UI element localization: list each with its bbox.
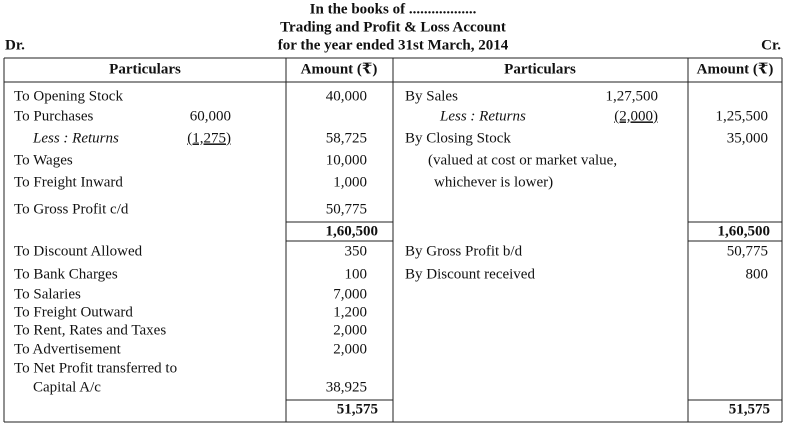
total: 51,575 — [337, 401, 378, 417]
amount: 1,25,500 — [716, 108, 769, 124]
particulars: To Gross Profit c/d — [14, 201, 129, 217]
total: 51,575 — [729, 401, 770, 417]
particulars: To Purchases — [14, 108, 94, 124]
header-cell: Amount (₹) — [697, 61, 774, 77]
sub-amount: 60,000 — [190, 108, 231, 124]
amount: 100 — [345, 266, 368, 282]
particulars: To Bank Charges — [14, 266, 118, 282]
particulars: To Net Profit transferred to — [14, 360, 177, 376]
title: Trading and Profit & Loss Account — [280, 19, 506, 35]
amount: 1,000 — [333, 174, 367, 190]
books-line: In the books of .................. — [310, 1, 477, 17]
particulars: Capital A/c — [33, 379, 101, 395]
sub-amount: (2,000) — [614, 108, 658, 124]
particulars: By Discount received — [405, 266, 535, 282]
header-cell: Particulars — [504, 61, 576, 77]
sub-amount: (1,275) — [187, 130, 231, 146]
amount: 50,775 — [727, 243, 768, 259]
particulars: By Sales — [405, 88, 458, 104]
amount: 40,000 — [326, 88, 367, 104]
particulars: By Gross Profit b/d — [405, 243, 523, 259]
particulars: To Rent, Rates and Taxes — [14, 322, 166, 338]
dr-label: Dr. — [5, 37, 25, 53]
header-cell: Particulars — [109, 61, 181, 77]
cr-label: Cr. — [761, 37, 781, 53]
amount: 38,925 — [326, 379, 367, 395]
particulars: To Discount Allowed — [14, 243, 143, 259]
amount: 1,200 — [333, 304, 367, 320]
particulars: To Freight Outward — [14, 304, 133, 320]
header-cell: Amount (₹) — [301, 61, 378, 77]
amount: 50,775 — [326, 201, 367, 217]
amount: 2,000 — [333, 341, 367, 357]
total: 1,60,500 — [326, 223, 379, 239]
particulars: To Opening Stock — [14, 88, 123, 104]
particulars: (valued at cost or market value, — [428, 152, 617, 168]
amount: 35,000 — [727, 130, 768, 146]
total: 1,60,500 — [718, 223, 771, 239]
particulars: To Wages — [14, 152, 73, 168]
table-frame — [3, 57, 783, 423]
amount: 7,000 — [333, 286, 367, 302]
particulars: To Salaries — [14, 286, 81, 302]
particulars: Less : Returns — [439, 108, 526, 124]
amount: 800 — [746, 266, 769, 282]
particulars: To Freight Inward — [14, 174, 123, 190]
particulars: To Advertisement — [14, 341, 122, 357]
amount: 58,725 — [326, 130, 367, 146]
particulars: By Closing Stock — [405, 130, 511, 146]
period: for the year ended 31st March, 2014 — [278, 37, 509, 53]
sub-amount: 1,27,500 — [606, 88, 659, 104]
particulars: Less : Returns — [32, 130, 119, 146]
amount: 2,000 — [333, 322, 367, 338]
amount: 10,000 — [326, 152, 367, 168]
particulars: whichever is lower) — [434, 174, 553, 190]
amount: 350 — [345, 243, 368, 259]
